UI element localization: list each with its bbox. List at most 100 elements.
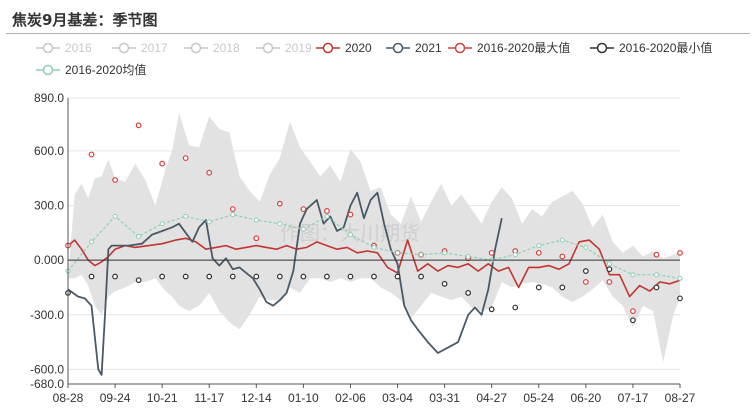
title-divider	[6, 33, 750, 34]
legend-item-2016-2020最小值[interactable]: 2016-2020最小值	[590, 40, 712, 55]
max-point	[300, 206, 307, 213]
x-tick-label: 05-24	[523, 391, 554, 405]
series-lines	[67, 191, 681, 376]
avg-point	[159, 221, 165, 227]
legend-label: 2016-2020最大值	[477, 40, 570, 55]
avg-point	[512, 252, 518, 258]
min-point	[229, 273, 236, 280]
max-point	[347, 211, 354, 218]
avg-point	[418, 252, 424, 258]
min-point	[112, 273, 118, 280]
y-tick-label: -300.0	[30, 308, 64, 322]
legend-item-2017[interactable]: 2017	[112, 41, 168, 55]
legend-label: 2016	[65, 41, 92, 55]
min-point	[441, 280, 448, 287]
legend-marker	[118, 42, 130, 54]
min-point	[559, 284, 566, 291]
avg-point	[395, 250, 401, 256]
max-point	[582, 279, 589, 285]
legend-item-2018[interactable]: 2018	[184, 41, 240, 55]
max-point	[112, 177, 118, 183]
x-tick-label: 08-28	[53, 391, 84, 405]
avg-point	[230, 212, 236, 218]
avg-point	[536, 243, 542, 249]
min-point	[535, 284, 542, 291]
min-point	[371, 273, 377, 280]
max-point	[206, 169, 213, 176]
avg-point	[583, 244, 589, 250]
x-tick-label: 04-27	[476, 391, 507, 405]
x-tick-label: 07-17	[618, 391, 649, 405]
avg-point	[324, 213, 330, 219]
x-tick-label: 08-27	[665, 391, 696, 405]
min-point	[465, 290, 472, 296]
avg-point	[136, 233, 142, 239]
avg-point	[442, 250, 448, 256]
min-point	[88, 273, 95, 280]
legend: 2016 2017 2018 2019 2020 2021 2016-2020最大值 2016…	[36, 40, 712, 77]
x-tick-label: 10-21	[147, 391, 178, 405]
x-tick-label: 03-31	[429, 391, 460, 405]
avg-point	[347, 232, 353, 238]
max-point	[535, 249, 542, 256]
axes: 890.0600.0300.00.000-300.0-600.0-680.008…	[30, 91, 696, 405]
avg-point	[206, 219, 212, 225]
min-point	[347, 273, 354, 280]
legend-marker	[454, 42, 466, 54]
x-tick-label: 12-14	[241, 391, 272, 405]
min-point	[206, 273, 213, 280]
x-tick-label: 09-24	[100, 391, 131, 405]
y-tick-label: 600.0	[34, 144, 64, 158]
max-point	[324, 208, 330, 214]
legend-item-2016[interactable]: 2016	[36, 41, 92, 55]
avg-point	[277, 221, 283, 227]
x-tick-label: 11-17	[194, 391, 224, 405]
avg-point	[89, 239, 95, 245]
series-line-2020	[67, 237, 681, 298]
min-point	[276, 273, 283, 280]
range-band	[68, 112, 680, 363]
min-point	[135, 277, 142, 284]
avg-point	[112, 213, 118, 219]
min-point	[418, 273, 424, 280]
x-tick-label: 01-10	[288, 391, 319, 405]
avg-point	[606, 261, 612, 267]
min-point	[182, 273, 189, 280]
avg-point	[677, 275, 683, 281]
max-point	[253, 235, 260, 242]
max-point	[677, 249, 683, 256]
legend-label: 2021	[415, 41, 442, 55]
x-tick-label: 02-06	[335, 391, 366, 405]
marker-points	[65, 122, 683, 324]
legend-item-2016-2020均值[interactable]: 2016-2020均值	[36, 62, 146, 77]
legend-item-2019[interactable]: 2019	[256, 41, 312, 55]
avg-point	[300, 226, 306, 232]
legend-marker	[190, 42, 202, 54]
legend-marker	[322, 42, 334, 54]
legend-item-2020[interactable]: 2020	[316, 41, 372, 55]
legend-item-2016-2020最大值[interactable]: 2016-2020最大值	[448, 40, 570, 55]
y-tick-label: 300.0	[34, 198, 64, 212]
legend-label: 2016-2020最小值	[619, 40, 712, 55]
min-point	[253, 273, 260, 280]
legend-marker	[262, 42, 274, 54]
max-point	[182, 155, 189, 162]
legend-marker	[42, 64, 54, 76]
max-point	[653, 251, 660, 258]
chart-title: 焦炭9月基差：季节图	[12, 11, 158, 29]
min-point	[653, 284, 660, 291]
max-point	[229, 206, 236, 213]
max-point	[559, 253, 566, 260]
avg-point	[630, 272, 636, 278]
legend-label: 2018	[213, 41, 240, 55]
legend-item-2021[interactable]: 2021	[386, 41, 442, 55]
min-point	[606, 266, 613, 273]
max-point	[606, 279, 613, 285]
legend-marker	[392, 42, 404, 54]
series-line-2021	[67, 191, 503, 376]
min-point	[394, 273, 401, 280]
y-tick-label: -600.0	[30, 362, 64, 376]
y-tick-label: 0.000	[34, 253, 64, 267]
avg-point	[653, 272, 659, 278]
